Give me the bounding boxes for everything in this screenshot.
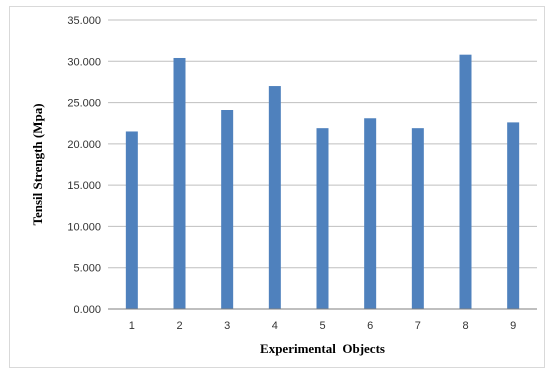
- x-tick-label: 8: [462, 320, 468, 332]
- bars: [125, 54, 520, 310]
- x-tick-label: 6: [367, 320, 373, 332]
- x-tick-label: 1: [129, 320, 135, 332]
- y-tick-label: 15.000: [67, 180, 101, 192]
- bar: [364, 118, 377, 309]
- bar: [411, 128, 424, 309]
- y-axis-ticks: 0.000 5.000 10.000 15.000 20.000 25.000 30.000…: [67, 15, 101, 316]
- x-tick-label: 5: [319, 320, 325, 332]
- y-tick-label: 0.000: [73, 304, 101, 316]
- x-axis-ticks: 1 2 3 4 5 6 7 8 9: [129, 320, 516, 332]
- x-tick-label: 2: [176, 320, 182, 332]
- bar: [173, 57, 186, 310]
- y-tick-label: 35.000: [67, 15, 101, 27]
- y-axis-title: Tensil Strength (Mpa): [30, 103, 45, 225]
- x-tick-label: 9: [510, 320, 516, 332]
- x-axis-title: Experimental Objects: [260, 341, 385, 356]
- bar: [316, 128, 329, 309]
- y-tick-label: 20.000: [67, 139, 101, 151]
- x-tick-label: 7: [415, 320, 421, 332]
- y-tick-label: 25.000: [67, 98, 101, 110]
- bar: [268, 86, 281, 309]
- y-tick-label: 10.000: [67, 221, 101, 233]
- x-tick-label: 4: [272, 320, 278, 332]
- bar: [125, 131, 138, 309]
- bar: [459, 54, 472, 310]
- y-tick-label: 30.000: [67, 56, 101, 68]
- y-tick-label: 5.000: [73, 263, 101, 275]
- x-tick-label: 3: [224, 320, 230, 332]
- bar: [221, 110, 234, 309]
- bar: [507, 122, 520, 309]
